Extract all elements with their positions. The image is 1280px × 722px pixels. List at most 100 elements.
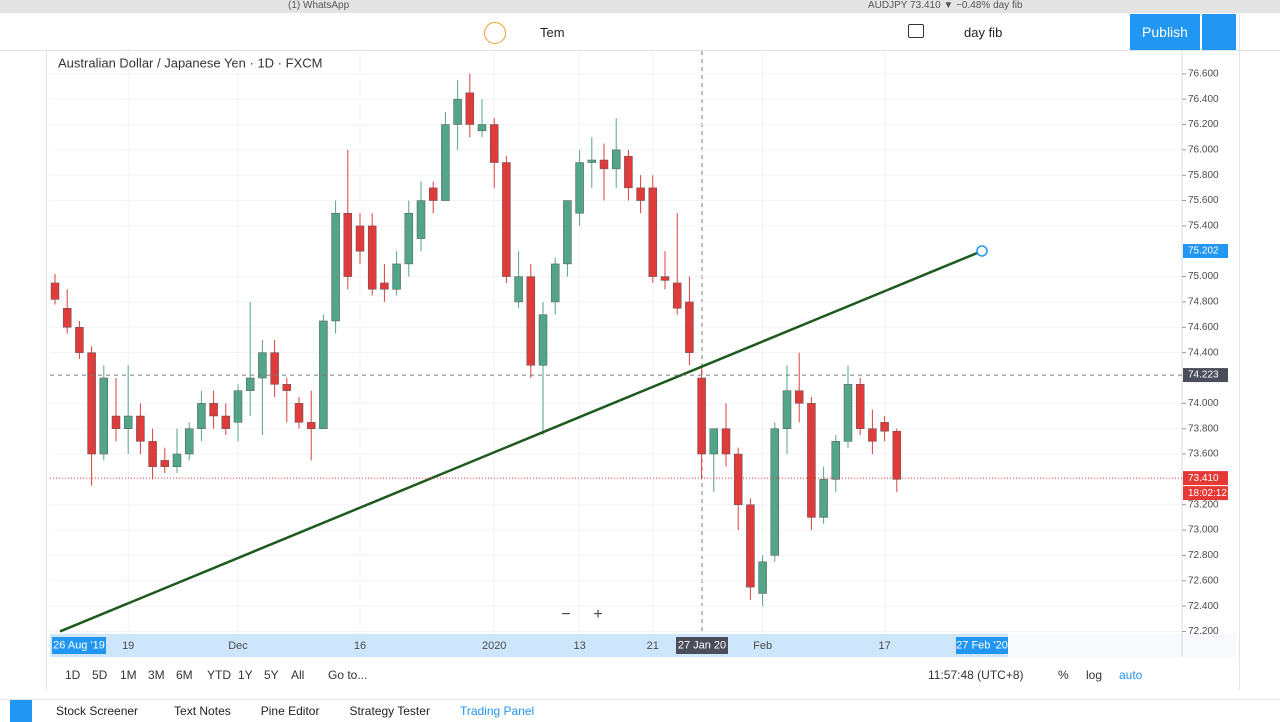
candle-body (636, 187, 645, 201)
right-toolbar (1239, 14, 1280, 690)
range-button[interactable]: YTD (207, 668, 231, 682)
candle-body (416, 200, 426, 239)
range-button[interactable]: 1Y (238, 668, 253, 682)
y-tick-label: 73.200 (1188, 499, 1219, 510)
y-tick-label: 75.800 (1188, 170, 1219, 181)
range-button[interactable]: All (291, 668, 305, 682)
auto-toggle[interactable]: auto (1119, 668, 1143, 682)
candle-body (868, 428, 877, 442)
y-tick-label: 73.800 (1188, 423, 1219, 434)
candle-body (136, 415, 145, 442)
tab[interactable]: Pine Editor (260, 703, 320, 718)
y-tick-label: 74.000 (1188, 398, 1219, 409)
candle-body (160, 460, 170, 467)
y-tick-label: 76.000 (1188, 144, 1219, 155)
candle-body (172, 453, 182, 467)
candle-body (367, 225, 377, 290)
candle-body (575, 162, 584, 214)
info-icon[interactable] (484, 22, 506, 44)
candle-body (892, 430, 902, 480)
candle-body (489, 124, 499, 163)
window-title: (1) WhatsApp (288, 0, 350, 11)
x-tick-label: 13 (573, 640, 585, 652)
range-end-label: 27 Feb '20 (956, 639, 1008, 651)
candle-body (733, 453, 743, 505)
price-marker (1183, 368, 1228, 383)
x-tick-label: 21 (647, 640, 659, 652)
zoom-out[interactable]: − (561, 606, 570, 623)
clock: 11:57:48 (UTC+8) (928, 668, 1024, 682)
candle-body (282, 384, 292, 391)
candle-body (184, 428, 194, 455)
log-toggle[interactable]: log (1086, 668, 1103, 682)
candle-body (355, 225, 365, 252)
crosshair-date-box (676, 637, 728, 654)
tab[interactable]: Trading Panel (459, 703, 535, 718)
candle-body (807, 403, 816, 518)
candle-body (392, 263, 401, 290)
trend-handle (976, 245, 988, 257)
candle-body (453, 98, 462, 125)
candle-body (99, 377, 109, 455)
candle-body (587, 159, 597, 163)
range-button[interactable]: 5Y (264, 668, 279, 682)
left-toolbar (0, 51, 47, 690)
y-tick-label: 76.200 (1188, 119, 1219, 130)
tab[interactable]: Text Notes (174, 703, 231, 718)
price-marker-label: 75.202 (1188, 246, 1219, 257)
y-tick-label: 72.600 (1188, 575, 1219, 586)
layout-button[interactable]: day fib (964, 25, 1003, 40)
y-tick-label: 72.400 (1188, 601, 1219, 612)
candle-body (782, 390, 792, 429)
y-tick-label: 73.600 (1188, 449, 1219, 460)
candle-body (526, 276, 536, 366)
candle-body (209, 403, 218, 417)
x-tick-label: 17 (878, 640, 890, 652)
candle-body (648, 187, 658, 277)
x-tick-label: 16 (354, 640, 366, 652)
x-tick-label: Dec (228, 640, 248, 652)
widget-toggle[interactable] (10, 699, 32, 722)
price-marker-label: 74.223 (1188, 370, 1219, 381)
price-marker (1183, 243, 1228, 258)
tab[interactable]: Stock Screener (56, 703, 139, 718)
chart-title: Australian Dollar / Japanese Yen · 1D · … (58, 55, 322, 70)
percent-toggle[interactable]: % (1058, 668, 1069, 682)
y-tick-label: 74.800 (1188, 297, 1219, 308)
range-button[interactable]: 5D (92, 668, 108, 682)
candle-body (404, 212, 414, 265)
goto-button[interactable]: Go to... (328, 668, 368, 682)
candle-body (502, 162, 511, 277)
candle-body (624, 155, 633, 189)
candle-body (62, 308, 72, 328)
stream-button[interactable] (1202, 14, 1236, 50)
range-button[interactable]: 6M (176, 668, 193, 682)
x-tick-label: 2020 (482, 640, 506, 652)
candle-body (794, 390, 804, 404)
tab[interactable]: Strategy Tester (349, 703, 430, 718)
candle-body (880, 422, 889, 432)
y-tick-label: 73.000 (1188, 525, 1219, 536)
os-bar: (1) WhatsApp AUDJPY 73.410 ▼ −0.48% day … (0, 0, 1280, 13)
candle-body (380, 282, 389, 290)
candle-body (758, 561, 767, 594)
template-button[interactable]: Tem (540, 25, 565, 40)
candle-body (660, 276, 670, 281)
range-button[interactable]: 1M (120, 668, 137, 682)
layout-icon[interactable] (908, 24, 924, 38)
range-button[interactable]: 1D (65, 668, 81, 682)
range-button[interactable]: 3M (148, 668, 165, 682)
candle-body (331, 212, 340, 322)
candle-body (197, 403, 206, 429)
ticker-title: AUDJPY 73.410 ▼ −0.48% day fib (868, 0, 1023, 11)
candle-body (709, 428, 719, 455)
candle-body (514, 276, 523, 303)
candle-body (685, 301, 694, 353)
candle-body (819, 479, 828, 518)
zoom-in[interactable]: + (593, 606, 602, 623)
y-tick-label: 76.600 (1188, 68, 1219, 79)
candle-body (148, 441, 157, 467)
candle-body (538, 314, 548, 366)
publish-button[interactable]: Publish (1130, 14, 1200, 50)
